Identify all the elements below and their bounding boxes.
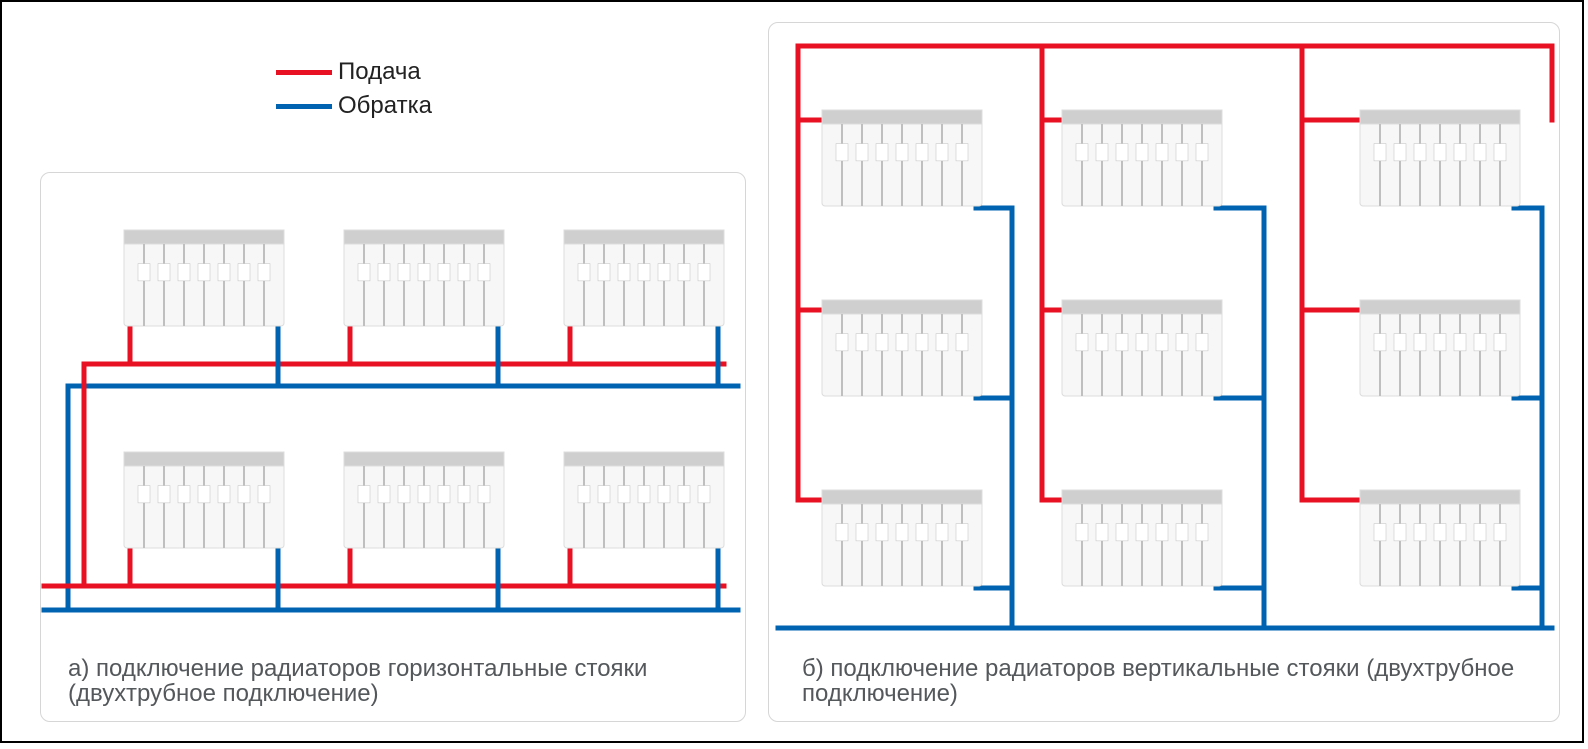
caption-a-text: а) подключение радиаторов горизонтальные…	[68, 655, 647, 707]
diagram-canvas: ПодачаОбратка а) подключение радиаторов …	[0, 0, 1584, 743]
caption-b: б) подключение радиаторов вертикальные с…	[802, 656, 1542, 706]
caption-a: а) подключение радиаторов горизонтальные…	[68, 656, 728, 706]
piping-svg	[2, 2, 1588, 749]
caption-b-text: б) подключение радиаторов вертикальные с…	[802, 655, 1514, 707]
